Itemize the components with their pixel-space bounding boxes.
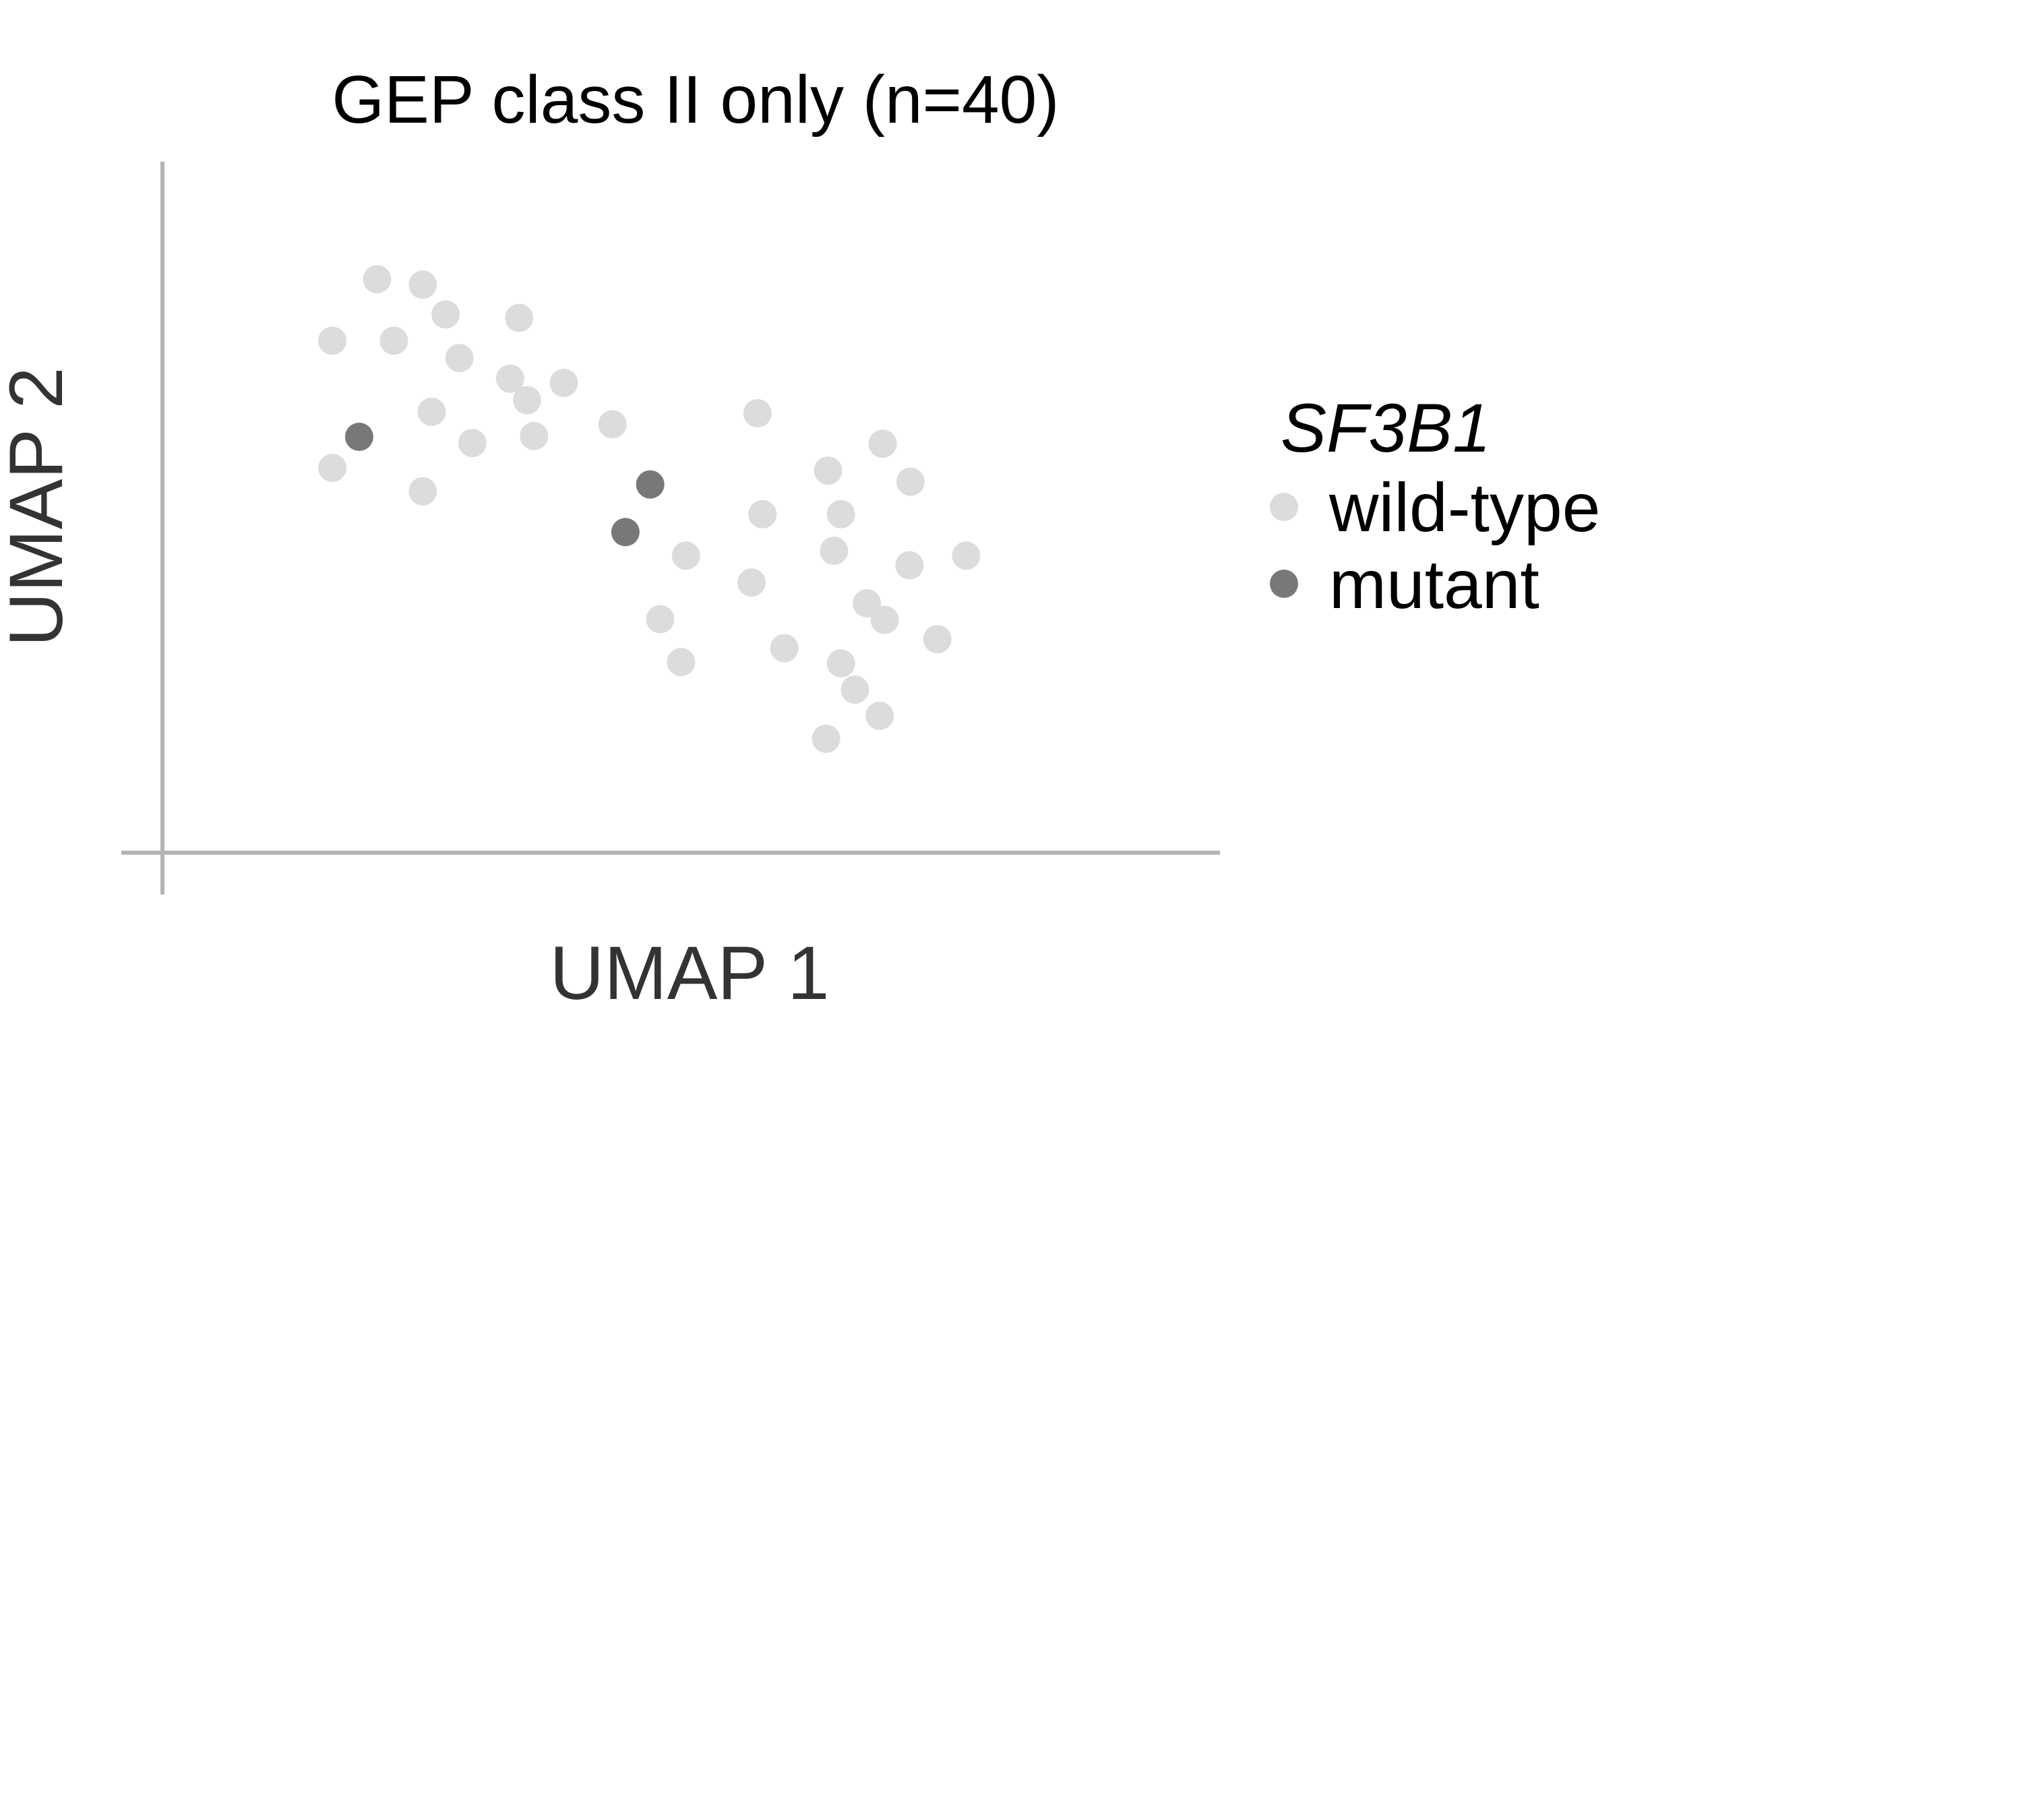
wild-type-point-3 <box>318 326 347 355</box>
wild-type-point-26 <box>952 541 981 570</box>
wild-type-point-2 <box>408 270 437 299</box>
legend-key-wild-type <box>1270 493 1298 521</box>
wild-type-point-28 <box>853 589 882 617</box>
wild-type-point-12 <box>458 429 487 458</box>
wild-type-point-5 <box>431 300 460 329</box>
wild-type-point-6 <box>505 303 534 332</box>
legend-label-wild-type: wild-type <box>1328 469 1600 546</box>
wild-type-point-19 <box>814 456 842 485</box>
wild-type-point-9 <box>549 369 578 397</box>
wild-type-point-31 <box>923 625 952 654</box>
wild-type-point-34 <box>826 649 855 678</box>
wild-type-point-20 <box>896 467 925 496</box>
x-axis-title: UMAP 1 <box>550 931 830 1015</box>
wild-type-point-37 <box>811 724 840 753</box>
wild-type-point-13 <box>520 421 549 450</box>
wild-type-point-15 <box>318 454 347 483</box>
wild-type-point-32 <box>770 634 799 663</box>
mutant-point-2 <box>636 470 665 499</box>
wild-type-point-29 <box>870 605 899 634</box>
mutant-point-1 <box>344 423 373 451</box>
wild-type-point-10 <box>513 386 541 415</box>
wild-type-point-16 <box>408 477 437 506</box>
wild-type-point-23 <box>671 541 700 570</box>
wild-type-point-24 <box>820 537 849 566</box>
wild-type-point-22 <box>826 499 855 528</box>
wild-type-point-1 <box>363 265 392 294</box>
wild-type-point-35 <box>840 675 869 704</box>
wild-type-point-4 <box>379 326 408 355</box>
wild-type-point-11 <box>417 398 446 426</box>
wild-type-point-21 <box>748 499 777 528</box>
wild-type-point-7 <box>445 344 474 373</box>
legend-key-mutant <box>1270 570 1298 598</box>
wild-type-point-18 <box>868 429 897 458</box>
chart-title: GEP class II only (n=40) <box>332 62 1059 138</box>
y-axis-title: UMAP 2 <box>0 367 78 647</box>
mutant-point-3 <box>611 518 640 547</box>
wild-type-point-8 <box>495 364 524 393</box>
wild-type-point-17 <box>743 399 772 428</box>
wild-type-point-27 <box>737 568 766 597</box>
wild-type-point-25 <box>895 551 924 580</box>
legend-label-mutant: mutant <box>1329 546 1539 623</box>
points-layer <box>318 265 981 753</box>
wild-type-point-14 <box>598 410 627 439</box>
wild-type-point-36 <box>865 702 894 730</box>
wild-type-point-30 <box>646 605 675 634</box>
wild-type-point-33 <box>667 648 696 677</box>
legend-title: SF3B1 <box>1281 390 1491 466</box>
